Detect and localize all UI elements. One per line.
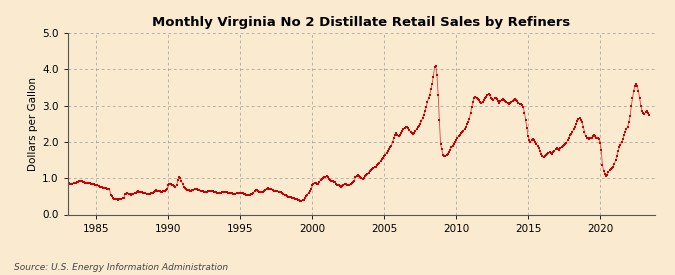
Title: Monthly Virginia No 2 Distillate Retail Sales by Refiners: Monthly Virginia No 2 Distillate Retail … <box>152 16 570 29</box>
Text: Source: U.S. Energy Information Administration: Source: U.S. Energy Information Administ… <box>14 263 227 272</box>
Y-axis label: Dollars per Gallon: Dollars per Gallon <box>28 77 38 171</box>
